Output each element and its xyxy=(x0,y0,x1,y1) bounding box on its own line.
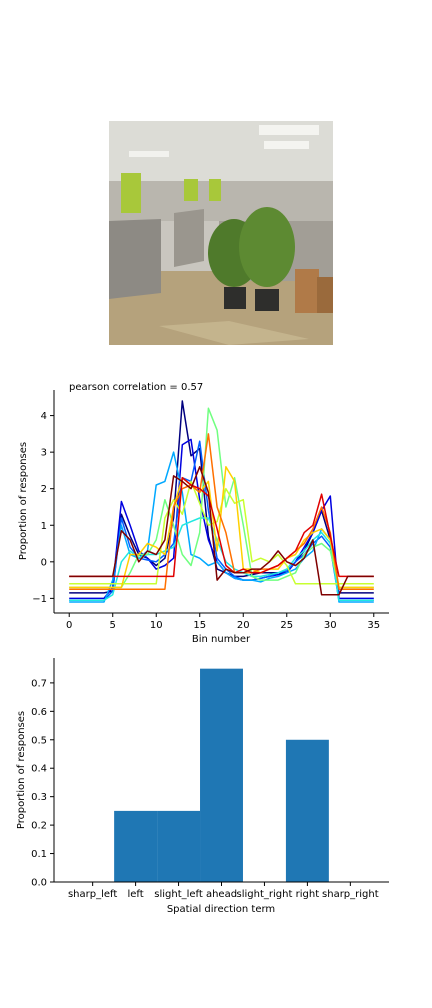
x-tick-label: 0 xyxy=(66,620,72,631)
y-tick-label: −1 xyxy=(32,594,47,605)
series-line-8 xyxy=(69,433,374,590)
x-tick-label: 25 xyxy=(280,620,293,631)
line-chart-xlabel: Bin number xyxy=(192,634,251,645)
line-chart-ylabel: Proportion of responses xyxy=(18,442,29,560)
line-chart: pearson correlation = 0.57 0 5 10 15 20 25 30 3… xyxy=(18,382,389,645)
y-tick-label: 0.5 xyxy=(31,735,47,746)
line-chart-title: pearson correlation = 0.57 xyxy=(69,382,203,393)
y-tick-label: 0.1 xyxy=(31,849,47,860)
y-tick-label: 0.6 xyxy=(31,707,47,718)
y-tick-label: 2 xyxy=(41,484,47,495)
office-cubicles-photo xyxy=(109,121,333,345)
bar-chart-ylabel: Proportion of responses xyxy=(16,711,27,829)
y-tick-label: 0.0 xyxy=(31,878,47,889)
y-tick-label: 3 xyxy=(41,448,47,459)
y-tick-label: 0.3 xyxy=(31,792,47,803)
x-tick-label: 15 xyxy=(193,620,206,631)
y-tick-label: 0.2 xyxy=(31,821,47,832)
x-tick-label: 30 xyxy=(324,620,337,631)
x-tick-label: 5 xyxy=(110,620,116,631)
series-line-7 xyxy=(69,466,374,589)
x-tick-label: slight_right xyxy=(237,889,293,900)
x-tick-label: right xyxy=(296,889,320,900)
y-tick-label: 4 xyxy=(41,411,47,422)
x-tick-label: sharp_right xyxy=(322,889,379,900)
x-tick-label: 20 xyxy=(237,620,250,631)
y-tick-label: 1 xyxy=(41,521,47,532)
y-tick-label: 0.7 xyxy=(31,678,47,689)
series-line-9 xyxy=(69,476,374,578)
bar-ahead xyxy=(200,668,243,882)
bar-slight_left xyxy=(157,810,201,882)
x-tick-label: left xyxy=(128,889,144,900)
y-tick-label: 0.4 xyxy=(31,764,47,775)
series-line-10 xyxy=(69,466,374,596)
bar-chart-xlabel: Spatial direction term xyxy=(167,904,275,915)
y-tick-label: 0 xyxy=(41,557,47,568)
x-tick-label: slight_left xyxy=(154,889,203,900)
bar-chart: sharp_left left slight_left ahead slight_rig… xyxy=(16,658,389,915)
bar-right xyxy=(285,739,329,882)
x-tick-label: ahead xyxy=(206,889,237,900)
x-tick-label: sharp_left xyxy=(68,889,117,900)
x-tick-label: 10 xyxy=(150,620,163,631)
series-line-4 xyxy=(69,517,374,601)
x-tick-label: 35 xyxy=(367,620,380,631)
bar-left xyxy=(114,810,158,882)
